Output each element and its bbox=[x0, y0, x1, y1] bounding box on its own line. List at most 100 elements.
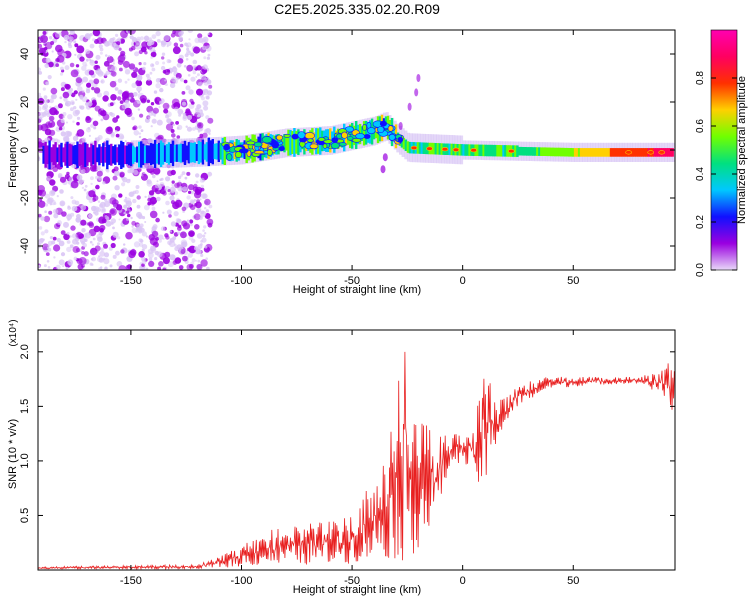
noise-speckle bbox=[166, 209, 172, 215]
noise-speckle bbox=[200, 259, 208, 267]
spectral-band bbox=[78, 143, 81, 166]
spectral-band bbox=[462, 144, 465, 156]
spectral-band bbox=[153, 139, 157, 168]
noise-speckle bbox=[73, 106, 77, 110]
noise-speckle bbox=[199, 198, 202, 201]
noise-speckle bbox=[155, 78, 161, 83]
noise-speckle bbox=[185, 58, 189, 61]
noise-speckle bbox=[174, 199, 183, 208]
noise-speckle bbox=[152, 174, 156, 179]
spectral-blob bbox=[397, 136, 403, 143]
noise-speckle bbox=[121, 182, 126, 187]
noise-speckle bbox=[203, 79, 210, 86]
spectral-band bbox=[577, 148, 581, 157]
noise-speckle bbox=[151, 118, 157, 124]
noise-speckle bbox=[53, 244, 61, 252]
spectral-band bbox=[44, 141, 47, 168]
colorbar-label: Normalized spectral amplitude bbox=[736, 76, 748, 224]
noise-speckle bbox=[138, 135, 142, 139]
spectral-band bbox=[50, 147, 53, 163]
spectral-band bbox=[58, 144, 61, 166]
noise-speckle bbox=[137, 108, 141, 111]
noise-speckle bbox=[93, 64, 99, 71]
noise-speckle bbox=[49, 120, 52, 124]
spectral-band bbox=[476, 144, 479, 156]
noise-speckle bbox=[83, 238, 86, 241]
noise-speckle bbox=[202, 100, 209, 107]
noise-speckle bbox=[114, 170, 120, 176]
spectral-band bbox=[424, 142, 427, 155]
spectral-band bbox=[157, 142, 161, 165]
noise-speckle bbox=[47, 197, 54, 204]
noise-speckle bbox=[162, 61, 166, 65]
spectral-streak bbox=[380, 165, 386, 174]
noise-speckle bbox=[160, 226, 166, 232]
noise-speckle bbox=[166, 118, 172, 124]
spectral-band bbox=[416, 142, 420, 154]
noise-speckle bbox=[204, 232, 207, 235]
spectral-band bbox=[217, 140, 220, 162]
noise-speckle bbox=[155, 236, 160, 241]
noise-speckle bbox=[169, 230, 173, 233]
noise-speckle bbox=[51, 240, 56, 245]
noise-speckle bbox=[167, 261, 174, 268]
spectral-hot-spot bbox=[647, 150, 655, 155]
noise-speckle bbox=[93, 206, 100, 212]
spectral-band bbox=[571, 148, 575, 157]
noise-speckle bbox=[173, 211, 179, 217]
spectral-band bbox=[80, 144, 83, 166]
noise-speckle bbox=[197, 259, 201, 263]
noise-speckle bbox=[207, 32, 210, 36]
spectral-blob bbox=[297, 131, 306, 139]
noise-speckle bbox=[145, 235, 148, 238]
noise-speckle bbox=[104, 40, 110, 47]
noise-speckle bbox=[47, 246, 50, 250]
noise-speckle bbox=[100, 80, 104, 83]
noise-speckle bbox=[60, 131, 66, 137]
noise-speckle bbox=[137, 90, 141, 93]
noise-speckle bbox=[60, 87, 65, 92]
noise-speckle bbox=[148, 257, 153, 262]
noise-speckle bbox=[104, 215, 108, 218]
spectral-band bbox=[560, 147, 563, 157]
noise-speckle bbox=[72, 120, 75, 123]
noise-speckle bbox=[191, 127, 196, 131]
spectral-band bbox=[544, 147, 547, 156]
spectral-band bbox=[74, 145, 77, 165]
noise-speckle bbox=[202, 234, 206, 238]
noise-speckle bbox=[132, 198, 137, 204]
noise-speckle bbox=[205, 115, 210, 120]
noise-speckle bbox=[188, 89, 194, 95]
spectral-band bbox=[434, 143, 437, 155]
noise-speckle bbox=[93, 87, 101, 94]
spectral-band bbox=[486, 144, 489, 157]
spectral-blob bbox=[331, 137, 339, 143]
spectral-band bbox=[488, 144, 491, 157]
spectral-band bbox=[494, 144, 497, 157]
spectral-band bbox=[665, 148, 668, 157]
spectral-band bbox=[88, 147, 91, 163]
spectral-band bbox=[595, 148, 599, 157]
noise-speckle bbox=[125, 99, 129, 104]
noise-speckle bbox=[120, 30, 128, 39]
spectrogram-x-tick-label: -100 bbox=[230, 275, 252, 287]
noise-speckle bbox=[138, 214, 143, 219]
noise-speckle bbox=[81, 251, 85, 255]
noise-speckle bbox=[92, 30, 101, 37]
noise-speckle bbox=[205, 257, 208, 261]
spectral-band bbox=[138, 141, 141, 168]
noise-speckle bbox=[86, 58, 89, 62]
noise-speckle bbox=[144, 221, 147, 223]
noise-speckle bbox=[38, 105, 42, 112]
spectral-band bbox=[534, 147, 537, 156]
noise-speckle bbox=[154, 257, 158, 261]
spectral-band bbox=[112, 146, 115, 164]
noise-speckle bbox=[107, 199, 111, 203]
noise-speckle bbox=[118, 193, 123, 198]
noise-speckle bbox=[90, 257, 94, 261]
noise-speckle bbox=[149, 71, 153, 75]
noise-speckle bbox=[64, 40, 67, 44]
noise-speckle bbox=[69, 87, 73, 92]
noise-speckle bbox=[202, 64, 208, 70]
noise-speckle bbox=[69, 235, 72, 238]
